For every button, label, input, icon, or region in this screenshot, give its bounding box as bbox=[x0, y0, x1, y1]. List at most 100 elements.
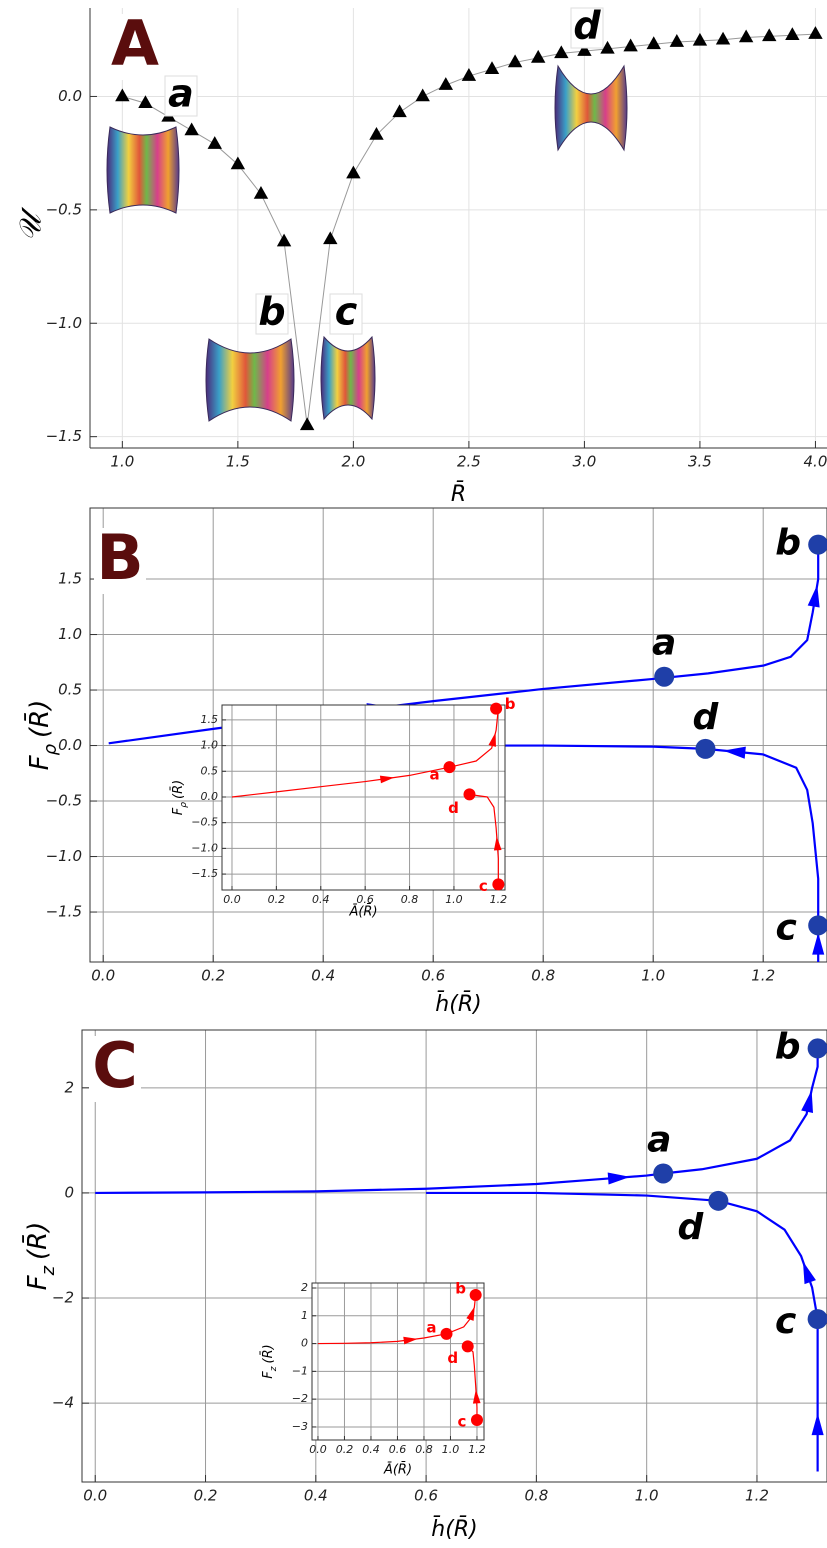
y-tick-label: −0.5 bbox=[46, 792, 82, 810]
point-label: a bbox=[426, 1318, 436, 1336]
y-tick-label: −1.0 bbox=[46, 314, 82, 332]
triangle-marker bbox=[554, 45, 569, 59]
y-axis-label-part: z bbox=[269, 1366, 279, 1372]
annotation-box bbox=[255, 293, 289, 335]
x-tick-label: 3.0 bbox=[572, 453, 596, 471]
x-tick-label: 0.2 bbox=[194, 1487, 218, 1505]
x-tick-label: 1.2 bbox=[751, 967, 775, 985]
arrowhead bbox=[403, 1336, 418, 1345]
x-tick-label: 0.4 bbox=[311, 967, 335, 985]
x-tick-label: 1.0 bbox=[641, 967, 665, 985]
y-axis-label-part: (R̄) bbox=[260, 1344, 275, 1363]
plot-frame bbox=[311, 1282, 485, 1441]
panel-label-box bbox=[109, 14, 161, 80]
triangle-marker bbox=[715, 31, 731, 45]
y-tick-label: 0.0 bbox=[201, 790, 219, 803]
x-tick-label: 0.8 bbox=[401, 893, 419, 906]
x-tick-label: 1.0 bbox=[445, 893, 463, 906]
data-line bbox=[433, 744, 820, 962]
y-tick-label: −1.0 bbox=[46, 847, 82, 865]
triangle-marker bbox=[323, 231, 338, 245]
y-tick-label: −4 bbox=[52, 1394, 74, 1412]
y-tick-label: −1 bbox=[292, 1364, 308, 1377]
y-tick-label: −0.5 bbox=[191, 816, 218, 829]
y-tick-label: 0.5 bbox=[58, 681, 82, 699]
y-tick-label: −1.5 bbox=[46, 427, 82, 445]
y-tick-label: 0.0 bbox=[58, 87, 82, 105]
point-marker bbox=[470, 1413, 483, 1426]
triangle-marker bbox=[577, 43, 592, 56]
arrowhead bbox=[811, 1413, 824, 1436]
y-tick-label: 0.0 bbox=[58, 736, 82, 754]
triangle-marker bbox=[115, 88, 130, 102]
y-tick-label: −1.0 bbox=[191, 841, 218, 854]
y-axis-label-part: ρ bbox=[40, 743, 61, 755]
point-marker bbox=[708, 1190, 729, 1211]
x-tick-label: 0.6 bbox=[389, 1443, 407, 1456]
x-tick-label: 2.0 bbox=[341, 453, 365, 471]
y-tick-label: 0 bbox=[64, 1183, 74, 1201]
point-marker bbox=[440, 1327, 453, 1340]
point-label: d bbox=[447, 1349, 458, 1367]
plot-frame bbox=[221, 704, 506, 891]
x-tick-label: 0.6 bbox=[356, 893, 374, 906]
x-tick-label: 1.5 bbox=[226, 453, 250, 471]
annotation-box bbox=[570, 7, 604, 49]
point-marker bbox=[807, 1038, 827, 1059]
triangle-marker bbox=[392, 104, 407, 118]
x-tick-label: 0.4 bbox=[362, 1443, 380, 1456]
point-label: b bbox=[775, 1026, 801, 1067]
y-tick-label: −0.5 bbox=[46, 200, 82, 218]
y-axis-label-part: F bbox=[171, 807, 186, 815]
x-tick-label: 0.4 bbox=[304, 1487, 328, 1505]
x-tick-label: 1.2 bbox=[745, 1487, 769, 1505]
x-tick-label: 0.0 bbox=[83, 1487, 107, 1505]
x-tick-label: 1.2 bbox=[490, 893, 508, 906]
point-label: c bbox=[458, 1412, 467, 1430]
x-tick-label: 0.8 bbox=[531, 967, 555, 985]
arrowhead bbox=[723, 746, 746, 759]
y-axis-label: Fρ (R̄) bbox=[23, 700, 61, 771]
annotation: a bbox=[168, 72, 194, 116]
x-tick-label: 0.6 bbox=[421, 967, 445, 985]
point-marker bbox=[492, 878, 505, 891]
triangle-marker bbox=[669, 34, 685, 47]
y-tick-label: −2 bbox=[52, 1289, 74, 1307]
panel-label: B bbox=[96, 521, 143, 594]
triangle-marker bbox=[138, 95, 153, 109]
annotation: c bbox=[335, 290, 358, 334]
point-marker bbox=[695, 738, 716, 759]
y-axis-label-part: (R̄) bbox=[21, 1222, 53, 1260]
point-marker bbox=[653, 1163, 674, 1184]
y-tick-label: 2 bbox=[301, 1281, 308, 1294]
annotation: d bbox=[573, 4, 601, 48]
x-tick-label: 1.0 bbox=[442, 1443, 460, 1456]
triangle-marker bbox=[184, 122, 199, 136]
triangle-marker bbox=[369, 127, 384, 140]
triangle-marker bbox=[785, 27, 800, 41]
triangle-marker bbox=[253, 185, 269, 199]
y-tick-label: 1.0 bbox=[58, 625, 82, 643]
arrowhead bbox=[493, 836, 502, 851]
y-axis-label-part: (R̄) bbox=[170, 780, 185, 799]
y-tick-label: 1.0 bbox=[201, 739, 219, 752]
triangle-marker bbox=[484, 61, 500, 75]
y-axis-label-part: F bbox=[25, 754, 55, 770]
x-tick-label: 0.8 bbox=[524, 1487, 548, 1505]
panel-label-box bbox=[94, 528, 146, 594]
y-axis-label: Fρ (R̄) bbox=[170, 780, 188, 815]
x-tick-label: 0.8 bbox=[415, 1443, 433, 1456]
arrowhead bbox=[472, 1389, 481, 1404]
annotation-box bbox=[329, 293, 363, 335]
panel-label: C bbox=[92, 1029, 138, 1102]
y-axis-label-part: z bbox=[38, 1265, 59, 1276]
triangle-marker bbox=[207, 136, 222, 149]
arrowhead bbox=[801, 1090, 814, 1113]
y-tick-label: −1.5 bbox=[46, 903, 82, 921]
x-axis-label: h̄(R̄) bbox=[435, 991, 481, 1017]
triangle-marker bbox=[600, 40, 615, 54]
y-axis-label-part: F bbox=[261, 1371, 276, 1379]
triangle-marker bbox=[346, 165, 361, 179]
x-tick-label: 1.2 bbox=[468, 1443, 486, 1456]
